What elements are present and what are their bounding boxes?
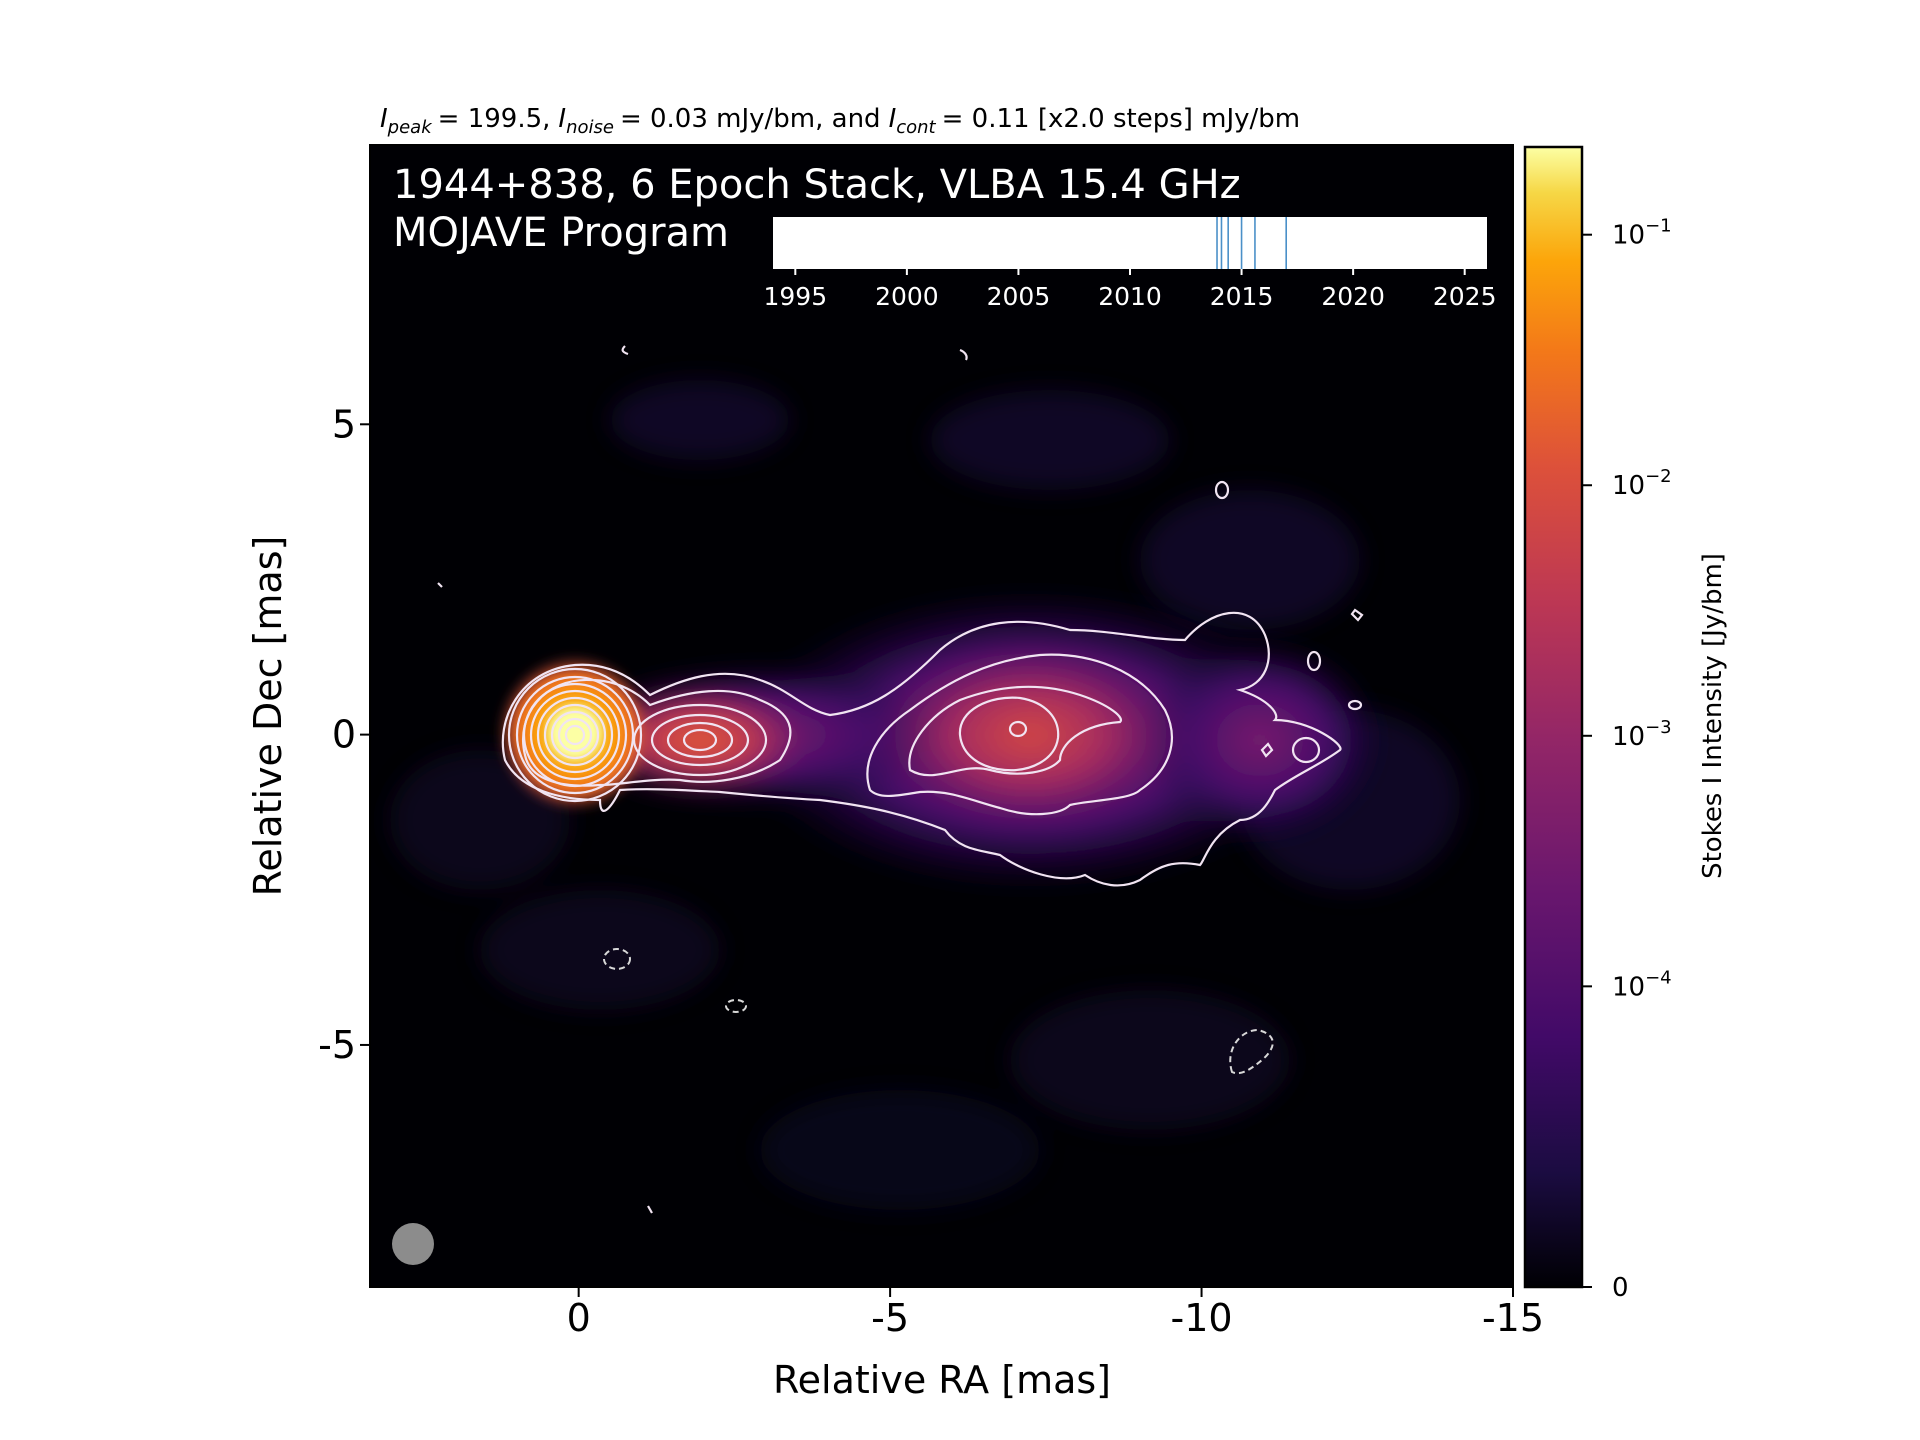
x-tick-label: -10 [1171, 1296, 1233, 1340]
negative-contour-3 [1229, 1028, 1274, 1075]
contour-level-5 [958, 696, 1060, 772]
contour-knot1-1 [632, 703, 768, 777]
contour-island-9 [437, 582, 443, 588]
contour-core-6 [543, 703, 607, 767]
negative-contour-2 [725, 999, 747, 1013]
timeline-tick-label: 2000 [875, 282, 939, 311]
timeline-tick-label: 2010 [1098, 282, 1162, 311]
image-title-line2: MOJAVE Program [393, 210, 729, 256]
epoch-timeline: 1995 2000 2005 2010 2015 2020 2025 [764, 217, 1497, 311]
image-panel: 1944+838, 6 Epoch Stack, VLBA 15.4 GHz M… [369, 144, 1514, 1288]
contour-core-8 [557, 717, 593, 753]
contour-lines [437, 345, 1364, 1214]
timeline-tick-label: 2025 [1433, 282, 1497, 311]
contour-core-4 [529, 689, 621, 781]
timeline-tick-label: 2020 [1321, 282, 1385, 311]
contour-knot1-2 [650, 713, 750, 767]
timeline-tick-label: 2015 [1210, 282, 1274, 311]
contour-knot1-3 [666, 721, 734, 759]
y-tick-label: 0 [332, 713, 356, 757]
beam-ellipse [392, 1223, 434, 1265]
x-tick-label: 0 [567, 1296, 591, 1340]
contour-island-6 [1214, 480, 1230, 500]
colorbar-label: Stokes I Intensity [Jy/bm] [1698, 553, 1728, 879]
negative-contour-1 [603, 948, 631, 970]
contour-level-2 [522, 678, 792, 787]
contour-island-5 [1350, 608, 1364, 622]
contour-core-3 [522, 682, 628, 788]
contour-level-1 [501, 611, 1342, 887]
contour-island-3 [1347, 699, 1363, 711]
contour-level-4 [908, 685, 1123, 777]
colorbar-frame [1523, 145, 1584, 1289]
colorbar-tick-label: 10−4 [1612, 967, 1672, 1002]
contour-core-9 [564, 724, 586, 746]
contour-core-7 [550, 710, 600, 760]
colorbar-gradient [1525, 147, 1582, 1287]
contour-island-10 [647, 1205, 653, 1214]
contour-core-1 [507, 667, 643, 803]
contour-island-7 [959, 348, 968, 361]
timeline-tick-label: 2005 [987, 282, 1051, 311]
image-title-line1: 1944+838, 6 Epoch Stack, VLBA 15.4 GHz [393, 162, 1241, 208]
image-stats-header: Ipeak = 199.5, Inoise = 0.03 mJy/bm, and Ico… [380, 104, 1300, 138]
contour-level-6 [1008, 720, 1028, 738]
emission-map [390, 345, 1460, 1265]
contour-core-5 [536, 696, 614, 774]
colorbar: 10−1 10−2 10−3 10−4 0 Stokes I Intensity [Jy… [1523, 145, 1728, 1303]
y-tick-label: 5 [332, 402, 356, 446]
y-tick-label: -5 [318, 1023, 356, 1067]
colorbar-tick-label: 10−3 [1612, 717, 1672, 752]
contour-core-2 [515, 675, 635, 795]
timeline-tick-label: 1995 [764, 282, 828, 311]
epoch-lines [1216, 217, 1287, 269]
x-axis-label: Relative RA [mas] [773, 1358, 1111, 1402]
x-tick-label: -5 [871, 1296, 909, 1340]
epoch-timeline-ticks: 1995 2000 2005 2010 2015 2020 2025 [764, 269, 1497, 311]
negative-contours [603, 948, 1274, 1075]
y-axis-ticks: 5 0 -5 [318, 402, 370, 1067]
colorbar-tick-label: 10−1 [1612, 216, 1672, 251]
colorbar-tick-label: 0 [1612, 1273, 1629, 1303]
contour-island-4 [1306, 650, 1322, 672]
contour-island-8 [621, 345, 629, 356]
colorbar-tick-label: 10−2 [1612, 466, 1672, 501]
colorbar-ticks: 10−1 10−2 10−3 10−4 0 [1582, 216, 1672, 1303]
jet-emission [570, 590, 1380, 890]
contour-island-2 [1260, 742, 1274, 758]
contour-level-3 [866, 653, 1173, 816]
x-axis-ticks: 0 -5 -10 -15 [567, 1287, 1544, 1340]
epoch-timeline-box [773, 217, 1487, 269]
y-axis-label: Relative Dec [mas] [246, 536, 290, 897]
contour-island-1 [1291, 736, 1321, 764]
image-frame [369, 144, 1514, 1288]
contour-knot1-4 [682, 728, 718, 752]
x-tick-label: -15 [1482, 1296, 1544, 1340]
